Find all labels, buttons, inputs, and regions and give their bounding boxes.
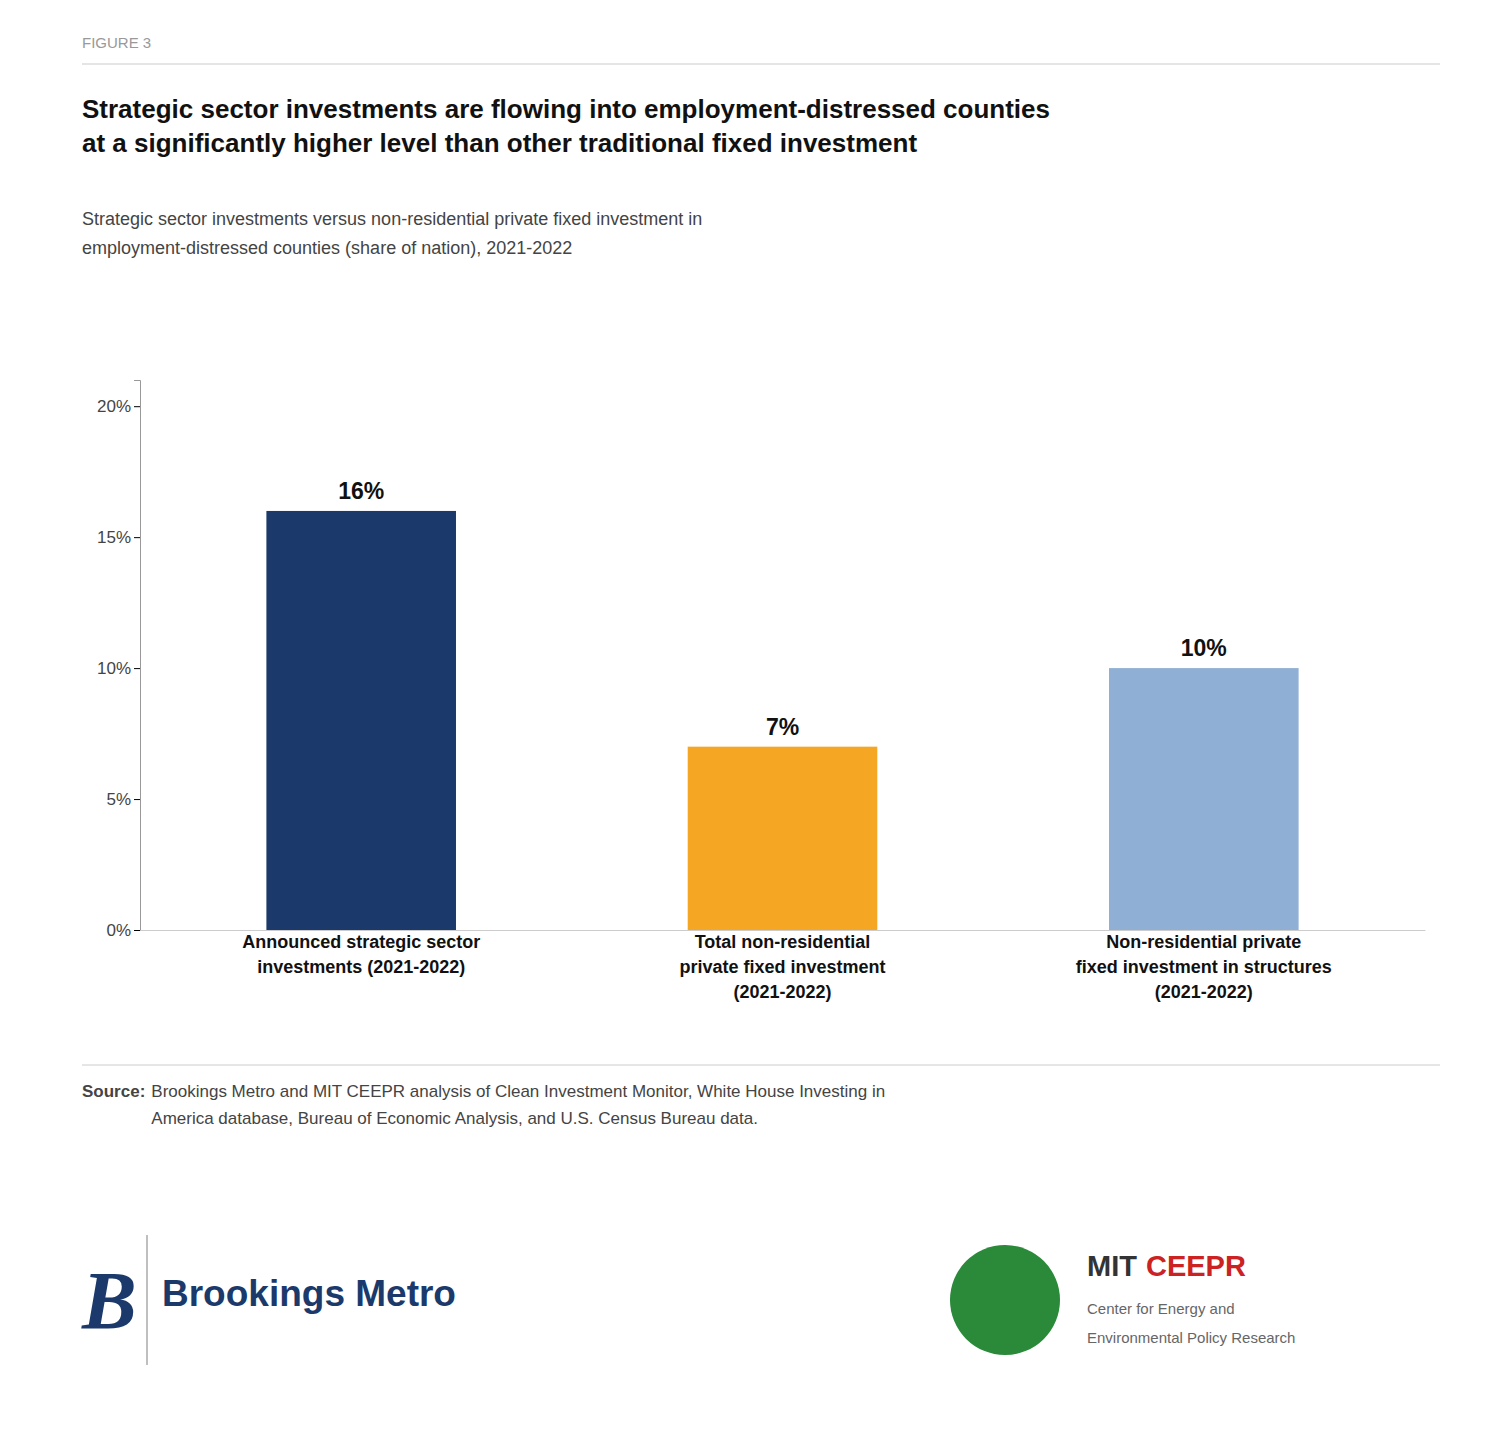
text-line: America database, Bureau of Economic Ana… bbox=[151, 1109, 758, 1128]
x-tick: Non-residential private fixed investment … bbox=[1076, 932, 1332, 1002]
y-tick-label: 0% bbox=[106, 921, 131, 940]
title: Strategic sector investments are flowing… bbox=[82, 94, 1050, 158]
logo-name: CEEPR bbox=[1146, 1250, 1246, 1282]
text-line: investments (2021-2022) bbox=[257, 957, 465, 977]
text-line: fixed investment in structures bbox=[1076, 957, 1332, 977]
background bbox=[0, 0, 1500, 1445]
y-tick-label: 5% bbox=[106, 790, 131, 809]
y-tick: 0% bbox=[106, 921, 140, 940]
logo-subtext: Center for Energy and bbox=[1087, 1300, 1235, 1317]
y-tick-label: 15% bbox=[97, 528, 131, 547]
data-labels: 16% 7% 10% bbox=[338, 478, 1227, 740]
chart: FIGURE 3 Strategic sector investments are… bbox=[0, 0, 1500, 1445]
logo-divider bbox=[146, 1235, 148, 1365]
y-axis-line bbox=[134, 381, 141, 931]
y-tick: 15% bbox=[97, 528, 140, 547]
y-tick-label: 10% bbox=[97, 659, 131, 678]
x-axis: Announced strategic sector investments (2… bbox=[141, 931, 1426, 1003]
y-tick: 10% bbox=[97, 659, 140, 678]
x-tick-label: Non-residential private fixed investment … bbox=[1076, 932, 1332, 1002]
bar bbox=[266, 511, 456, 930]
text-line: Strategic sector investments versus non-… bbox=[82, 209, 702, 229]
y-tick-mark bbox=[134, 668, 140, 669]
text-line: at a significantly higher level than oth… bbox=[82, 128, 917, 158]
source-text: Brookings Metro and MIT CEEPR analysis o… bbox=[151, 1082, 885, 1128]
text-line: employment-distressed counties (share of… bbox=[82, 238, 572, 258]
logo-globe bbox=[950, 1245, 1060, 1355]
figure-label: FIGURE 3 bbox=[82, 34, 151, 51]
y-tick: 20% bbox=[97, 397, 140, 416]
text-line: Announced strategic sector bbox=[242, 932, 480, 952]
bar bbox=[1109, 668, 1299, 930]
source-label: Source: bbox=[82, 1082, 145, 1101]
text-line: Strategic sector investments are flowing… bbox=[82, 94, 1050, 124]
y-axis: 0% 5% 10% 15% 20% bbox=[97, 381, 141, 940]
text-line: Total non-residential bbox=[695, 932, 871, 952]
text-line: (2021-2022) bbox=[1155, 982, 1253, 1002]
text-line: (2021-2022) bbox=[733, 982, 831, 1002]
logo-name: Brookings Metro bbox=[162, 1273, 456, 1314]
x-tick-label: Total non-residential private fixed inves… bbox=[679, 932, 885, 1002]
bar bbox=[688, 747, 878, 930]
y-tick-mark bbox=[134, 799, 140, 800]
y-tick-mark bbox=[134, 537, 140, 538]
y-tick: 5% bbox=[106, 790, 140, 809]
data-label: 10% bbox=[1181, 635, 1227, 661]
divider bbox=[82, 63, 1440, 64]
data-label: 7% bbox=[766, 714, 799, 740]
text-line: Brookings Metro and MIT CEEPR analysis o… bbox=[151, 1082, 885, 1101]
bars bbox=[266, 511, 1298, 930]
data-label: 16% bbox=[338, 478, 384, 504]
text-line: private fixed investment bbox=[679, 957, 885, 977]
logo-subtext: Environmental Policy Research bbox=[1087, 1329, 1295, 1346]
y-tick-label: 20% bbox=[97, 397, 131, 416]
y-tick-mark bbox=[134, 930, 140, 931]
x-tick: Total non-residential private fixed inves… bbox=[679, 932, 885, 1002]
x-tick-label: Announced strategic sector investments (2… bbox=[242, 932, 480, 977]
text-line: Non-residential private bbox=[1106, 932, 1301, 952]
logo-mark: B bbox=[81, 1255, 137, 1346]
divider bbox=[82, 1065, 1440, 1066]
x-tick: Announced strategic sector investments (2… bbox=[242, 932, 480, 977]
x-axis-line bbox=[141, 930, 1426, 931]
subtitle: Strategic sector investments versus non-… bbox=[82, 209, 702, 258]
logo-name: MIT bbox=[1087, 1250, 1137, 1282]
y-tick-mark bbox=[134, 406, 140, 407]
